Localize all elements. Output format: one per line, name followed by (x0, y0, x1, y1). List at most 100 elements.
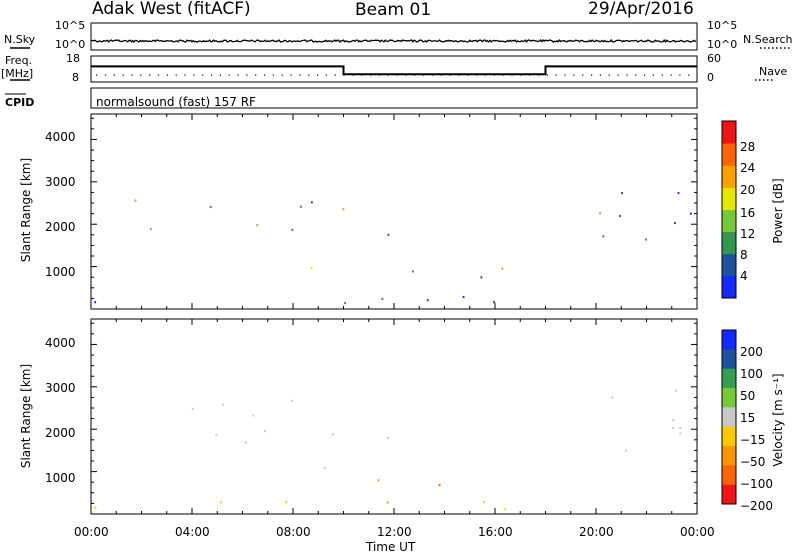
velocity-ylabel: Slant Range [km] (19, 363, 33, 469)
vcbar-tick-50: 50 (740, 389, 756, 403)
freq-tick-bottom: 8 (72, 71, 79, 84)
vcbar-tick-15: 15 (740, 411, 756, 425)
nave-dot (608, 74, 610, 76)
noise-tick-right-top: 10^5 (707, 19, 738, 32)
power-colorbar-segment (722, 231, 736, 255)
nave-dot (113, 74, 115, 76)
velocity-colorbar-segment (722, 388, 736, 408)
nave-dot (484, 74, 487, 76)
power-colorbar-segment (722, 253, 736, 277)
velocity-cell-band6 (483, 501, 485, 504)
velocity-cell-band0 (331, 433, 334, 436)
vcbar-tick-100: 100 (740, 367, 763, 381)
velocity-colorbar-segment (722, 407, 736, 428)
nave-dot (255, 74, 257, 76)
nave-dot (617, 74, 619, 76)
power-cell-band0 (209, 205, 212, 209)
nave-dot (573, 74, 575, 76)
power-colorbar-segment (722, 165, 736, 188)
nave-dot (343, 74, 345, 76)
vel-ytick-2000: 2000 (45, 426, 76, 440)
power-cell-band5 (677, 192, 680, 195)
cpid-label: CPID (5, 96, 35, 109)
vcbar-tick-neg15: −15 (740, 433, 766, 447)
freq-line (91, 65, 697, 76)
velocity-cell-band6 (504, 508, 507, 511)
vcbar-tick-neg200: −200 (740, 499, 773, 513)
nave-dot (440, 74, 442, 76)
xtick-0400: 04:00 (175, 525, 210, 539)
freq-panel-frame (90, 55, 698, 83)
velocity-cell-band5 (675, 389, 677, 392)
power-colorbar-segment (722, 275, 736, 299)
nave-dot (104, 74, 107, 76)
nave-dot (423, 74, 425, 76)
vel-ytick-1000: 1000 (45, 471, 76, 485)
power-cell-band6 (426, 299, 429, 302)
velocity-heatmap-marks (94, 389, 699, 511)
velocity-colorbar-segment (722, 484, 736, 505)
nave-dot (458, 74, 460, 76)
vcbar-tick-neg50: −50 (740, 455, 766, 469)
nave-tick-bottom: 0 (707, 71, 714, 84)
pcbar-tick-8: 8 (740, 248, 748, 262)
nave-dot (370, 74, 372, 76)
velocity-cell-band4 (377, 479, 380, 482)
nave-dot (635, 74, 637, 76)
xtick-0000: 00:00 (74, 525, 109, 539)
noise-sky-line (90, 38, 697, 44)
power-cell-band6 (94, 301, 97, 304)
beam-title: Beam 01 (355, 0, 432, 20)
power-cell-band4 (480, 276, 483, 279)
xtick-0000-end: 00:00 (680, 525, 715, 539)
nave-tick-top: 60 (707, 52, 721, 65)
freq-label: Freq. (5, 54, 33, 67)
nave-dot (131, 74, 133, 76)
xtick-2000: 20:00 (579, 525, 614, 539)
xtick-1600: 16:00 (478, 525, 513, 539)
nave-dot (140, 74, 142, 76)
nave-dot (431, 74, 434, 76)
noise-line (90, 38, 697, 44)
nave-dot (502, 74, 504, 76)
cpid-panel-frame (90, 87, 698, 109)
velocity-cell-band6 (94, 506, 97, 509)
power-cell-band6 (344, 302, 346, 305)
velocity-cell-band0 (215, 433, 218, 437)
nave-dot (546, 74, 548, 76)
velocity-cell-band5 (696, 405, 699, 408)
nave-dot (281, 74, 283, 76)
velocity-cell-band5 (672, 426, 675, 429)
velocity-cell-band5 (672, 419, 675, 422)
velocity-colorbar-segment (722, 426, 736, 447)
velocity-cell-band5 (679, 427, 682, 430)
power-cell-band3 (387, 233, 390, 236)
nave-dot (378, 74, 380, 76)
power-cell-band4 (501, 267, 504, 270)
nave-dot (175, 74, 177, 76)
velocity-cell-band5 (611, 396, 614, 399)
nsearch-label: N.Search (743, 33, 793, 46)
nave-dot (493, 74, 495, 76)
nave-dot (237, 74, 239, 76)
pcbar-label: Power [dB] (771, 178, 785, 244)
velocity-cell-band0 (291, 399, 293, 402)
nave-dot (537, 74, 540, 76)
velocity-colorbar-segment (722, 446, 736, 466)
power-ytick-3000: 3000 (45, 175, 76, 189)
freq-tick-top: 18 (66, 52, 80, 65)
nave-dot (308, 74, 310, 76)
radar-title: Adak West (fitACF) (92, 0, 251, 19)
pcbar-tick-20: 20 (740, 183, 756, 197)
power-cell-band5 (599, 212, 601, 215)
noise-tick-left-top: 10^5 (55, 19, 86, 32)
noise-panel-frame (90, 22, 698, 51)
nave-dot (670, 74, 672, 76)
xtick-1200: 12:00 (377, 525, 412, 539)
pcbar-tick-24: 24 (740, 161, 756, 175)
velocity-colorbar-segment (722, 330, 736, 350)
power-cell-band6 (493, 301, 495, 304)
axis-ticks (90, 114, 698, 515)
nave-dot (157, 74, 160, 76)
xtick-0800: 08:00 (276, 525, 311, 539)
